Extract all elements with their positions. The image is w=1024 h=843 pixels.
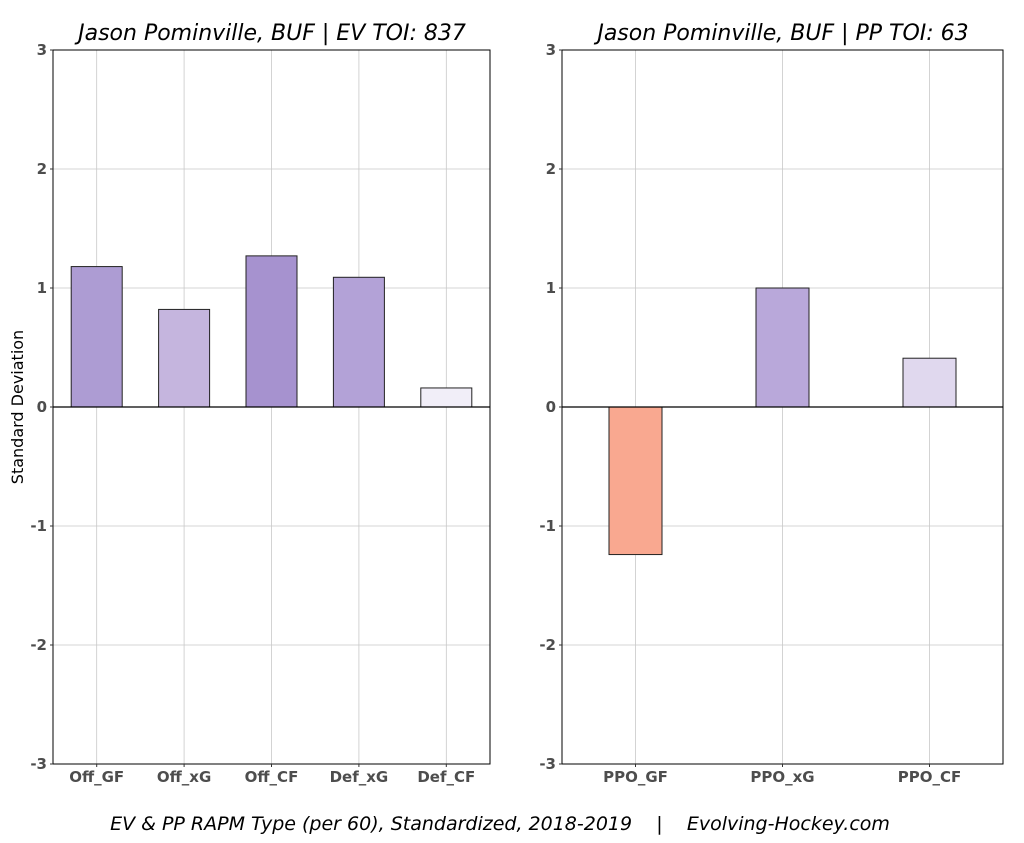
y-tick-label: 3: [546, 41, 556, 59]
x-tick-label: Off_xG: [157, 768, 211, 786]
bar-def-xg: [332, 276, 385, 408]
bar-off-gf: [70, 266, 123, 408]
x-tick-label: PPO_GF: [603, 768, 668, 786]
ev-rapm-panel: -3 -2 -1 0 1 2 3 Off_GF Off_xG Off_CF Def_xG Def_CF…: [8, 21, 491, 786]
y-tick-label: -1: [539, 517, 556, 535]
figure-caption: EV & PP RAPM Type (per 60), Standardized…: [110, 813, 890, 835]
y-tick-label: -3: [30, 755, 47, 773]
y-tick-label: 1: [546, 279, 556, 297]
x-tick-label: PPO_CF: [898, 768, 962, 786]
y-tick-label: 1: [37, 279, 47, 297]
bar-def-cf: [420, 387, 473, 408]
x-tick-label: Def_CF: [417, 768, 475, 786]
bar-ppo-gf: [608, 406, 663, 556]
y-tick-label: -2: [30, 636, 47, 654]
y-axis-label: Standard Deviation: [8, 330, 27, 484]
x-tick-label: Off_GF: [69, 768, 124, 786]
bar-off-xg: [158, 308, 211, 408]
x-tick-label: PPO_xG: [750, 768, 814, 786]
y-tick-label: 3: [37, 41, 47, 59]
panel-title: Jason Pominville, BUF | PP TOI: 63: [593, 21, 968, 46]
bar-off-cf: [245, 255, 298, 408]
y-tick-label: -2: [539, 636, 556, 654]
x-tick-label: Off_CF: [245, 768, 299, 786]
y-tick-label: 2: [37, 160, 47, 178]
y-tick-label: 2: [546, 160, 556, 178]
bar-ppo-xg: [755, 287, 810, 408]
bar-ppo-cf: [902, 357, 957, 408]
y-tick-label: 0: [37, 398, 47, 416]
y-tick-label: -1: [30, 517, 47, 535]
panel-title: Jason Pominville, BUF | EV TOI: 837: [74, 21, 466, 46]
x-tick-label: Def_xG: [330, 768, 389, 786]
y-tick-label: 0: [546, 398, 556, 416]
pp-rapm-panel: -3 -2 -1 0 1 2 3 PPO_GF PPO_xG PPO_CF Jason Pominv…: [539, 21, 1004, 786]
y-tick-label: -3: [539, 755, 556, 773]
